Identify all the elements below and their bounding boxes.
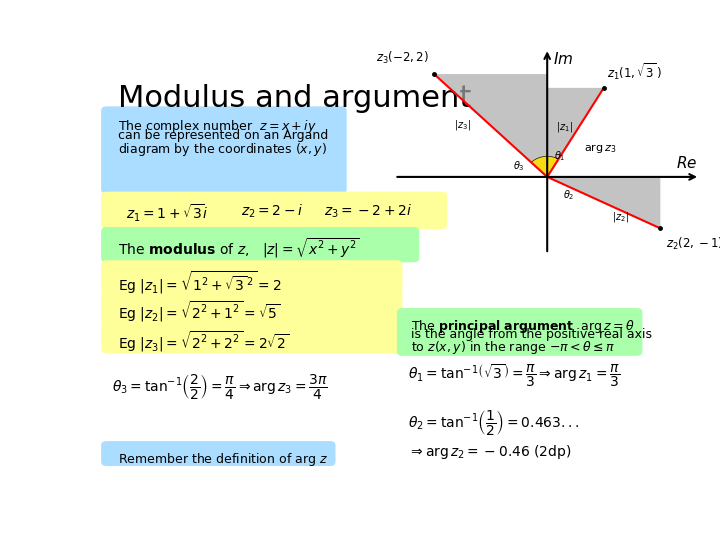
Text: $\theta_2 = \tan^{-1}\!\left(\dfrac{1}{2}\right) = 0.463...$: $\theta_2 = \tan^{-1}\!\left(\dfrac{1}{2… (408, 408, 580, 437)
Text: Eg $|z_1| = \sqrt{1^2 + \sqrt{3}^{\,2}} = 2$: Eg $|z_1| = \sqrt{1^2 + \sqrt{3}^{\,2}} … (118, 269, 282, 296)
Text: $z_2 = 2-i$: $z_2 = 2-i$ (240, 203, 303, 220)
Text: $|z_1|$: $|z_1|$ (556, 120, 572, 134)
Text: The $\mathbf{modulus}$ of $z$,   $|z| = \sqrt{x^2 + y^2}$: The $\mathbf{modulus}$ of $z$, $|z| = \s… (118, 237, 360, 260)
Text: $Im$: $Im$ (553, 51, 573, 67)
Text: $z_3 = -2+2i$: $z_3 = -2+2i$ (324, 203, 413, 220)
Text: $\theta_1 = \tan^{-1}\!\left(\sqrt{3}\right) = \dfrac{\pi}{3} \Rightarrow \arg z: $\theta_1 = \tan^{-1}\!\left(\sqrt{3}\ri… (408, 362, 620, 389)
Text: can be represented on an Argand: can be represented on an Argand (118, 129, 328, 142)
Text: The complex number  $z = x + iy$: The complex number $z = x + iy$ (118, 118, 317, 134)
Text: $|z_2|$: $|z_2|$ (612, 211, 629, 224)
Polygon shape (547, 177, 660, 228)
Text: Remember the definition of arg $z$: Remember the definition of arg $z$ (118, 451, 328, 468)
Text: $z_3(-2,2)$: $z_3(-2,2)$ (376, 50, 428, 66)
FancyBboxPatch shape (101, 106, 347, 194)
FancyBboxPatch shape (101, 441, 336, 466)
Text: $\theta_3$: $\theta_3$ (513, 159, 525, 173)
Text: $\arg z_3$: $\arg z_3$ (584, 142, 616, 155)
FancyBboxPatch shape (101, 192, 447, 229)
Text: $|z_3|$: $|z_3|$ (454, 118, 471, 132)
Text: Eg $|z_3| = \sqrt{2^2 + 2^2} = 2\sqrt{2}$: Eg $|z_3| = \sqrt{2^2 + 2^2} = 2\sqrt{2}… (118, 329, 289, 354)
Text: $z_1(1,\sqrt{3}\,)$: $z_1(1,\sqrt{3}\,)$ (606, 61, 661, 82)
Polygon shape (531, 157, 559, 177)
Text: $\theta_2$: $\theta_2$ (563, 188, 575, 202)
Text: diagram by the coordinates $(x, y)$: diagram by the coordinates $(x, y)$ (118, 141, 327, 158)
Polygon shape (547, 88, 604, 177)
Text: $\theta_3 = \tan^{-1}\!\left(\dfrac{2}{2}\right) = \dfrac{\pi}{4} \Rightarrow \a: $\theta_3 = \tan^{-1}\!\left(\dfrac{2}{2… (112, 373, 328, 402)
Text: $\theta_1$: $\theta_1$ (554, 148, 565, 163)
Text: Modulus and argument: Modulus and argument (118, 84, 472, 112)
Text: $z_1 = 1+\sqrt{3}i$: $z_1 = 1+\sqrt{3}i$ (126, 203, 209, 224)
Polygon shape (434, 74, 547, 177)
FancyBboxPatch shape (101, 227, 419, 262)
Text: Eg $|z_2| = \sqrt{2^2 + 1^2} = \sqrt{5}$: Eg $|z_2| = \sqrt{2^2 + 1^2} = \sqrt{5}$ (118, 299, 280, 323)
FancyBboxPatch shape (101, 320, 402, 353)
Text: The $\mathbf{principal\ argument}$  $\arg z = \theta$: The $\mathbf{principal\ argument}$ $\arg… (411, 318, 634, 335)
Text: $\Rightarrow \arg z_2 = -0.46$ (2dp): $\Rightarrow \arg z_2 = -0.46$ (2dp) (408, 443, 572, 461)
FancyBboxPatch shape (101, 260, 402, 294)
FancyBboxPatch shape (397, 308, 642, 356)
Text: $Re$: $Re$ (676, 155, 697, 171)
FancyBboxPatch shape (101, 290, 402, 323)
Text: is the angle from the positive real axis: is the angle from the positive real axis (411, 328, 652, 341)
Text: $z_2(2,-1)$: $z_2(2,-1)$ (666, 236, 720, 252)
Text: to $z(x,y)$ in the range $-\pi < \theta \leq \pi$: to $z(x,y)$ in the range $-\pi < \theta … (411, 339, 615, 356)
